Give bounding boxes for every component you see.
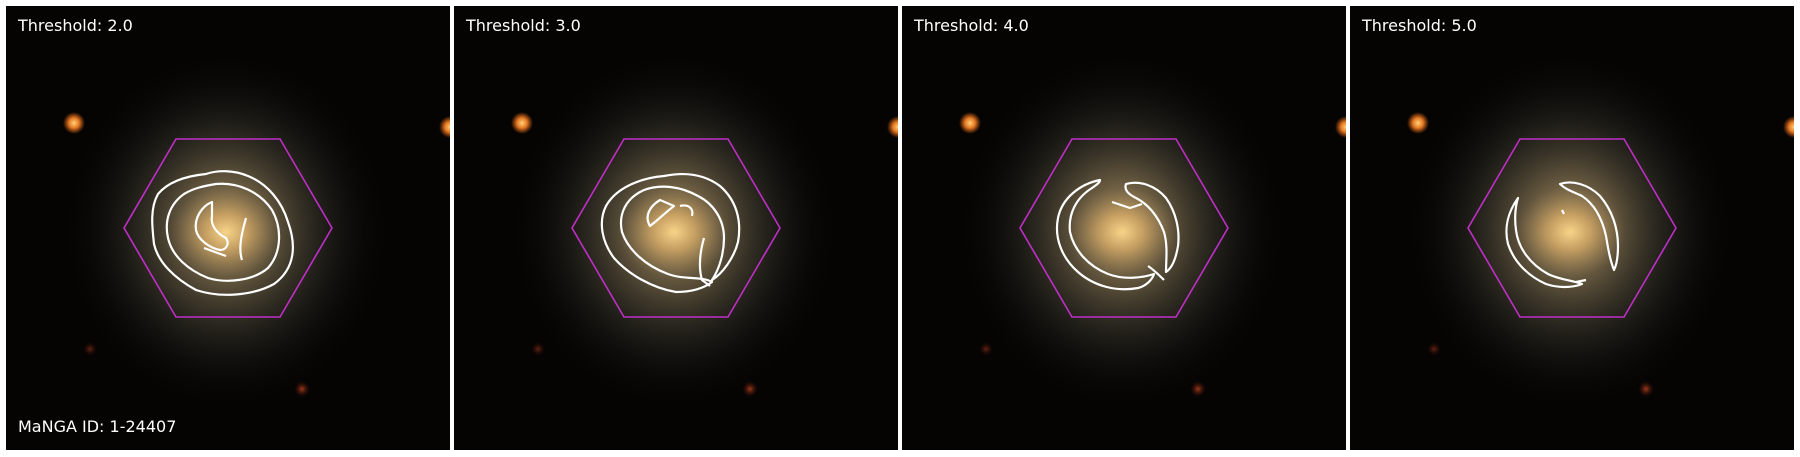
background-star bbox=[531, 342, 545, 356]
galaxy-image bbox=[902, 6, 1346, 450]
foreground-star bbox=[1335, 116, 1346, 138]
spiral-arm-contours bbox=[151, 170, 294, 296]
foreground-star bbox=[1407, 112, 1429, 134]
threshold-label: Threshold: 5.0 bbox=[1362, 16, 1477, 35]
ifu-hexagon bbox=[1467, 138, 1677, 318]
galaxy-image bbox=[1350, 6, 1794, 450]
background-star bbox=[742, 381, 758, 397]
panel-threshold-5: Threshold: 5.0 bbox=[1350, 6, 1794, 450]
manga-id-label: MaNGA ID: 1-24407 bbox=[18, 417, 177, 436]
spiral-arm-contours bbox=[1055, 178, 1180, 291]
galaxy-core bbox=[619, 187, 729, 277]
galaxy-core bbox=[1515, 187, 1625, 277]
spiral-arm-contours bbox=[600, 173, 741, 294]
spiral-arm-contours bbox=[1505, 181, 1620, 289]
foreground-star bbox=[439, 116, 450, 138]
background-star bbox=[1427, 342, 1441, 356]
galaxy-core bbox=[171, 187, 281, 277]
galaxy-image bbox=[6, 6, 450, 450]
background-star bbox=[294, 381, 310, 397]
figure-panels: Threshold: 2.0 MaNGA ID: 1-24407 bbox=[6, 6, 1794, 451]
foreground-star bbox=[959, 112, 981, 134]
foreground-star bbox=[1783, 116, 1794, 138]
threshold-label: Threshold: 2.0 bbox=[18, 16, 133, 35]
ifu-hexagon bbox=[123, 138, 333, 318]
background-star bbox=[1190, 381, 1206, 397]
ifu-hexagon bbox=[1019, 138, 1229, 318]
threshold-label: Threshold: 4.0 bbox=[914, 16, 1029, 35]
background-star bbox=[979, 342, 993, 356]
panel-threshold-2: Threshold: 2.0 MaNGA ID: 1-24407 bbox=[6, 6, 450, 450]
foreground-star bbox=[63, 112, 85, 134]
galaxy-image bbox=[454, 6, 898, 450]
ifu-hexagon bbox=[571, 138, 781, 318]
foreground-star bbox=[511, 112, 533, 134]
galaxy-core bbox=[1067, 187, 1177, 277]
panel-threshold-3: Threshold: 3.0 bbox=[454, 6, 898, 450]
panel-threshold-4: Threshold: 4.0 bbox=[902, 6, 1346, 450]
background-star bbox=[83, 342, 97, 356]
threshold-label: Threshold: 3.0 bbox=[466, 16, 581, 35]
foreground-star bbox=[887, 116, 898, 138]
background-star bbox=[1638, 381, 1654, 397]
